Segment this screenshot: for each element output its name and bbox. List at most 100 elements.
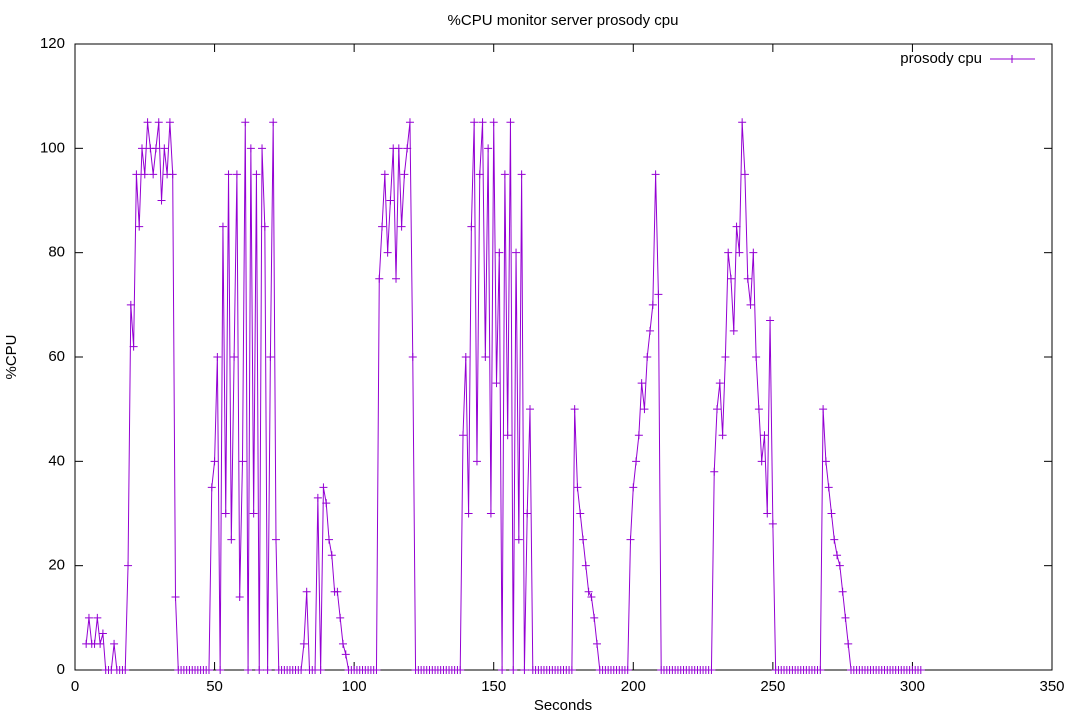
- point-marker: [238, 457, 247, 466]
- point-marker: [824, 483, 833, 492]
- point-marker: [299, 639, 308, 648]
- point-marker: [266, 353, 275, 361]
- point-marker: [640, 405, 649, 414]
- x-tick-label: 300: [900, 678, 925, 695]
- point-marker: [271, 535, 280, 544]
- x-axis-label: Seconds: [534, 697, 592, 714]
- point-marker: [584, 587, 593, 596]
- point-marker: [121, 666, 130, 674]
- x-tick-label: 350: [1039, 678, 1064, 695]
- point-marker: [916, 666, 925, 674]
- point-marker: [478, 118, 487, 127]
- point-marker: [221, 509, 230, 518]
- point-marker: [740, 170, 749, 179]
- point-marker: [302, 587, 311, 596]
- point-marker: [754, 405, 763, 414]
- point-marker: [592, 639, 601, 648]
- point-marker: [526, 405, 535, 414]
- plot-frame: [74, 43, 1053, 671]
- point-marker: [165, 118, 174, 127]
- point-marker: [459, 431, 468, 440]
- point-marker: [129, 342, 138, 351]
- point-marker: [707, 666, 716, 674]
- point-marker: [470, 118, 479, 127]
- point-marker: [241, 118, 250, 127]
- point-marker: [467, 222, 476, 231]
- point-marker: [135, 222, 144, 231]
- point-marker: [721, 353, 730, 361]
- point-marker: [484, 144, 493, 153]
- point-marker: [260, 222, 269, 231]
- point-marker: [729, 326, 738, 335]
- point-marker: [313, 493, 322, 502]
- point-marker: [819, 405, 828, 414]
- point-marker: [383, 248, 392, 257]
- point-marker: [500, 170, 509, 179]
- point-marker: [204, 666, 213, 674]
- point-marker: [481, 353, 490, 361]
- point-marker: [732, 222, 741, 231]
- point-marker: [590, 613, 599, 622]
- point-marker: [581, 561, 590, 570]
- y-tick-label: 60: [48, 348, 65, 365]
- x-tick-label: 50: [206, 678, 223, 695]
- point-marker: [403, 144, 412, 153]
- point-marker: [84, 613, 93, 622]
- point-marker: [171, 592, 180, 601]
- point-marker: [506, 118, 515, 127]
- point-marker: [124, 561, 133, 570]
- point-marker: [746, 300, 755, 309]
- point-marker: [626, 535, 635, 544]
- point-marker: [110, 639, 119, 648]
- y-tick-label: 120: [40, 35, 65, 52]
- point-marker: [325, 535, 334, 544]
- point-marker: [632, 457, 641, 466]
- point-marker: [378, 222, 387, 231]
- point-marker: [503, 431, 512, 440]
- point-marker: [651, 170, 660, 179]
- point-marker: [126, 300, 135, 309]
- point-marker: [380, 170, 389, 179]
- point-marker: [766, 316, 775, 325]
- point-marker: [98, 629, 107, 638]
- point-marker: [235, 592, 244, 601]
- point-marker: [752, 353, 761, 361]
- point-marker: [498, 666, 507, 674]
- y-tick-label: 0: [57, 661, 65, 678]
- point-marker: [269, 118, 278, 127]
- y-tick-label: 100: [40, 139, 65, 156]
- point-marker: [827, 509, 836, 518]
- y-tick-label: 20: [48, 557, 65, 574]
- point-marker: [838, 587, 847, 596]
- point-marker: [821, 457, 830, 466]
- point-marker: [514, 535, 523, 544]
- point-marker: [517, 170, 526, 179]
- point-marker: [394, 144, 403, 153]
- point-marker: [570, 405, 579, 414]
- point-marker: [472, 457, 481, 466]
- point-marker: [397, 222, 406, 231]
- point-marker: [523, 509, 532, 518]
- point-marker: [576, 509, 585, 518]
- point-marker: [757, 457, 766, 466]
- point-marker: [154, 118, 163, 127]
- point-marker: [151, 144, 160, 153]
- point-marker: [149, 170, 158, 179]
- y-tick-label: 40: [48, 452, 65, 469]
- point-marker: [255, 666, 264, 674]
- point-marker: [207, 483, 216, 492]
- point-marker: [210, 457, 219, 466]
- point-marker: [489, 118, 498, 127]
- point-marker: [643, 353, 652, 361]
- point-marker: [654, 290, 663, 299]
- point-marker: [160, 144, 169, 153]
- point-marker: [168, 170, 177, 179]
- point-marker: [249, 509, 258, 518]
- point-marker: [216, 666, 225, 674]
- point-marker: [713, 405, 722, 414]
- point-marker: [648, 300, 657, 309]
- point-marker: [710, 467, 719, 476]
- point-marker: [140, 170, 149, 179]
- point-marker: [297, 666, 306, 674]
